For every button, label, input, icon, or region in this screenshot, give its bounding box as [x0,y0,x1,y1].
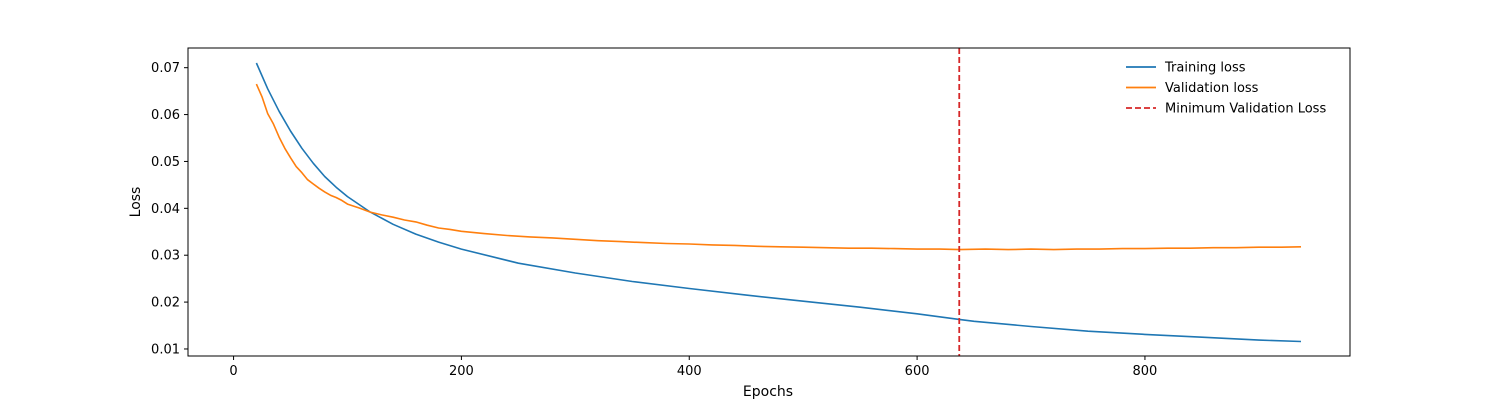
y-tick-label: 0.04 [151,202,180,217]
y-tick-label: 0.07 [151,61,180,76]
chart-marks: 0 200 400 600 800 0.01 0.02 0.03 0.04 0.05 0.06 0.0… [151,47,1351,379]
y-tick-label: 0.02 [151,296,180,311]
x-tick-label: 600 [905,364,930,379]
series-line-training-loss [255,62,1302,343]
x-tick-label: 800 [1133,364,1158,379]
x-tick-label: 400 [677,364,702,379]
y-tick-label: 0.06 [151,108,180,123]
y-tick-label: 0.01 [151,342,180,357]
x-axis-label: Epochs [743,384,793,400]
series-line-validation-loss [255,83,1302,251]
legend-label: Training loss [1164,61,1246,76]
legend-label: Minimum Validation Loss [1165,102,1326,117]
legend-label: Validation loss [1165,81,1259,96]
x-tick-label: 0 [229,364,237,379]
y-axis-label: Loss [128,187,144,218]
y-tick-label: 0.03 [151,249,180,264]
plot-frame [187,47,1351,357]
y-tick-label: 0.05 [151,155,180,170]
x-tick-label: 200 [449,364,474,379]
